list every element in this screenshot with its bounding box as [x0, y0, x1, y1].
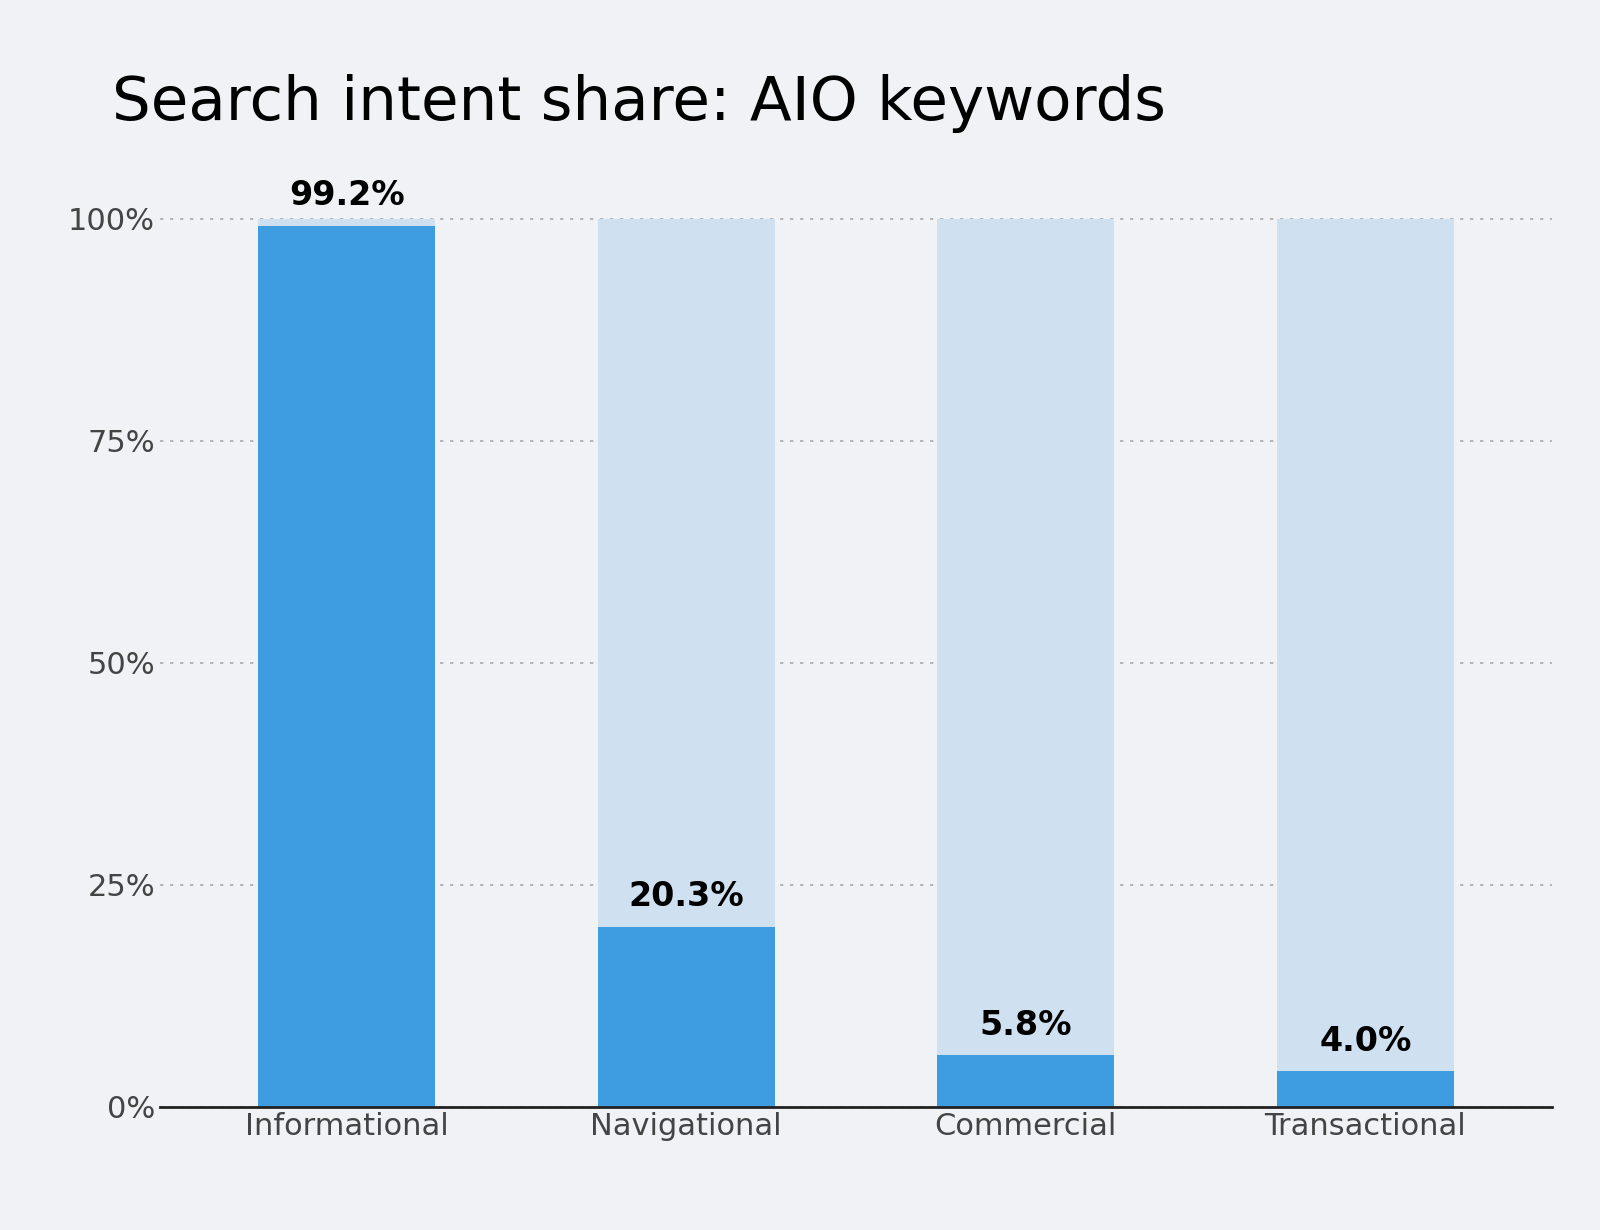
Text: 5.8%: 5.8%: [979, 1009, 1072, 1042]
Bar: [1277, 219, 1453, 1107]
Text: Search intent share: AIO keywords: Search intent share: AIO keywords: [112, 74, 1166, 133]
Bar: [259, 219, 435, 1107]
Bar: [938, 1055, 1114, 1107]
Text: 4.0%: 4.0%: [1318, 1025, 1411, 1058]
Bar: [598, 926, 774, 1107]
Bar: [1277, 1071, 1453, 1107]
Bar: [259, 226, 435, 1107]
Text: 20.3%: 20.3%: [629, 881, 744, 914]
Text: 99.2%: 99.2%: [290, 180, 405, 213]
Bar: [938, 219, 1114, 1107]
Bar: [598, 219, 774, 1107]
